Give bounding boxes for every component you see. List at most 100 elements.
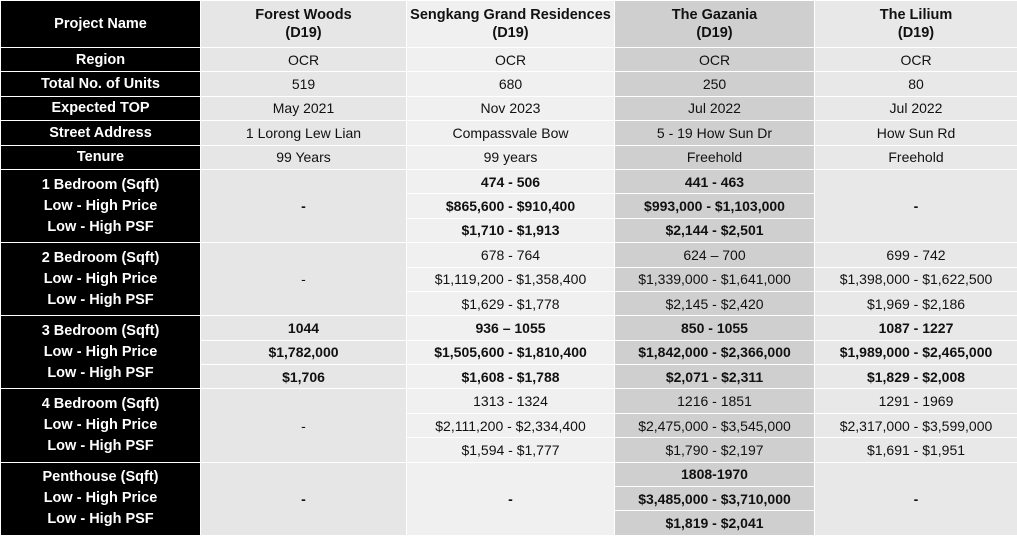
cell: 936 – 1055	[407, 316, 615, 340]
cell: $2,317,000 - $3,599,000	[815, 413, 1017, 437]
cell: 1808-1970	[615, 462, 815, 486]
cell: OCR	[615, 48, 815, 72]
cell: $1,629 - $1,778	[407, 291, 615, 315]
header-label: Project Name	[1, 1, 201, 48]
cell: 678 - 764	[407, 243, 615, 267]
cell: $1,782,000	[201, 340, 407, 364]
cell: Freehold	[815, 145, 1017, 169]
cell: $1,706	[201, 365, 407, 389]
row-label: Total No. of Units	[1, 72, 201, 96]
project-district: (D19)	[203, 24, 404, 42]
group-label-line: Low - High PSF	[3, 217, 198, 238]
cell: 1 Lorong Lew Lian	[201, 121, 407, 145]
cell: $1,842,000 - $2,366,000	[615, 340, 815, 364]
row-label: Expected TOP	[1, 96, 201, 120]
cell: 250	[615, 72, 815, 96]
group-label-line: Low - High Price	[3, 415, 198, 436]
cell: $1,398,000 - $1,622,500	[815, 267, 1017, 291]
cell: $3,485,000 - $3,710,000	[615, 487, 815, 511]
group-label-line: 2 Bedroom (Sqft)	[3, 248, 198, 269]
cell: 99 Years	[201, 145, 407, 169]
cell: 474 - 506	[407, 169, 615, 193]
cell: Compassvale Bow	[407, 121, 615, 145]
project-header: The Lilium(D19)	[815, 1, 1017, 48]
cell: -	[201, 243, 407, 316]
project-header: Forest Woods(D19)	[201, 1, 407, 48]
cell: $993,000 - $1,103,000	[615, 194, 815, 218]
cell: 80	[815, 72, 1017, 96]
cell: $2,475,000 - $3,545,000	[615, 413, 815, 437]
cell: OCR	[201, 48, 407, 72]
group-label-line: Low - High PSF	[3, 509, 198, 530]
cell: $1,819 - $2,041	[615, 511, 815, 535]
cell: 850 - 1055	[615, 316, 815, 340]
cell: OCR	[815, 48, 1017, 72]
project-header: Sengkang Grand Residences(D19)	[407, 1, 615, 48]
cell: $1,989,000 - $2,465,000	[815, 340, 1017, 364]
cell: 519	[201, 72, 407, 96]
project-district: (D19)	[409, 24, 612, 42]
row-label: Region	[1, 48, 201, 72]
project-name: The Lilium	[817, 6, 1015, 24]
cell: $865,600 - $910,400	[407, 194, 615, 218]
cell: 5 - 19 How Sun Dr	[615, 121, 815, 145]
cell: -	[815, 462, 1017, 535]
cell: $2,071 - $2,311	[615, 365, 815, 389]
cell: -	[407, 462, 615, 535]
group-label-line: Low - High PSF	[3, 290, 198, 311]
row-label: Street Address	[1, 121, 201, 145]
cell: -	[815, 169, 1017, 242]
cell: Jul 2022	[615, 96, 815, 120]
cell: 1291 - 1969	[815, 389, 1017, 413]
cell: $1,505,600 - $1,810,400	[407, 340, 615, 364]
cell: $2,145 - $2,420	[615, 291, 815, 315]
cell: $1,119,200 - $1,358,400	[407, 267, 615, 291]
cell: $2,144 - $2,501	[615, 218, 815, 242]
cell: $1,608 - $1,788	[407, 365, 615, 389]
cell: 99 years	[407, 145, 615, 169]
group-label-line: Low - High PSF	[3, 436, 198, 457]
cell: $1,339,000 - $1,641,000	[615, 267, 815, 291]
cell: -	[201, 462, 407, 535]
group-label-line: Low - High Price	[3, 342, 198, 363]
cell: $1,829 - $2,008	[815, 365, 1017, 389]
cell: -	[201, 169, 407, 242]
cell: -	[201, 389, 407, 462]
project-header: The Gazania(D19)	[615, 1, 815, 48]
group-label-line: 4 Bedroom (Sqft)	[3, 394, 198, 415]
project-district: (D19)	[817, 24, 1015, 42]
cell: 1216 - 1851	[615, 389, 815, 413]
group-label-line: Penthouse (Sqft)	[3, 467, 198, 488]
cell: Nov 2023	[407, 96, 615, 120]
group-label-line: Low - High Price	[3, 488, 198, 509]
cell: $2,111,200 - $2,334,400	[407, 413, 615, 437]
cell: 1087 - 1227	[815, 316, 1017, 340]
cell: $1,594 - $1,777	[407, 438, 615, 462]
group-label-line: 3 Bedroom (Sqft)	[3, 321, 198, 342]
cell: $1,710 - $1,913	[407, 218, 615, 242]
cell: 699 - 742	[815, 243, 1017, 267]
project-name: The Gazania	[617, 6, 812, 24]
cell: $1,691 - $1,951	[815, 438, 1017, 462]
cell: 1044	[201, 316, 407, 340]
group-label-line: Low - High PSF	[3, 363, 198, 384]
cell: $1,969 - $2,186	[815, 291, 1017, 315]
cell: Freehold	[615, 145, 815, 169]
cell: May 2021	[201, 96, 407, 120]
row-label: Tenure	[1, 145, 201, 169]
cell: 441 - 463	[615, 169, 815, 193]
project-name: Sengkang Grand Residences	[409, 6, 612, 24]
